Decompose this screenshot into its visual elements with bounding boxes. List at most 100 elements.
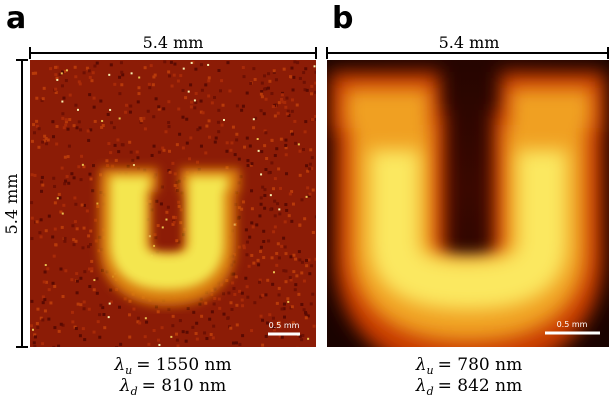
- noise: [173, 62, 177, 66]
- noise: [153, 73, 157, 77]
- noise: [152, 144, 156, 148]
- noise: [298, 258, 302, 262]
- noise: [101, 119, 104, 122]
- noise: [270, 161, 274, 165]
- noise: [306, 186, 310, 190]
- noise: [56, 78, 59, 81]
- noise: [245, 253, 249, 257]
- noise: [61, 294, 65, 298]
- noise: [35, 220, 39, 224]
- noise: [112, 126, 116, 130]
- noise: [261, 293, 265, 297]
- noise: [273, 214, 277, 218]
- noise: [282, 315, 286, 319]
- noise: [308, 162, 312, 166]
- noise: [221, 103, 225, 107]
- noise: [188, 157, 192, 161]
- noise: [189, 83, 193, 87]
- noise: [292, 253, 296, 257]
- noise: [175, 143, 179, 147]
- noise: [259, 92, 263, 96]
- noise: [265, 321, 269, 325]
- noise: [74, 327, 78, 331]
- noise: [64, 118, 68, 122]
- noise: [237, 157, 241, 161]
- noise: [109, 108, 112, 111]
- noise: [173, 172, 177, 176]
- noise: [296, 61, 300, 65]
- noise: [310, 167, 314, 171]
- noise: [310, 156, 314, 160]
- noise: [55, 142, 59, 146]
- noise: [302, 279, 306, 283]
- noise: [90, 79, 94, 83]
- noise: [45, 142, 49, 146]
- noise: [263, 87, 267, 91]
- noise: [294, 257, 298, 261]
- noise: [118, 92, 122, 96]
- noise: [81, 246, 85, 250]
- noise: [284, 269, 288, 273]
- noise: [276, 242, 280, 246]
- noise: [41, 183, 45, 187]
- noise: [305, 195, 308, 198]
- noise: [216, 120, 220, 124]
- noise: [235, 323, 239, 327]
- noise: [41, 301, 45, 305]
- noise: [153, 244, 156, 247]
- noise: [278, 325, 282, 329]
- noise: [137, 86, 141, 90]
- noise: [271, 282, 275, 286]
- noise: [285, 323, 289, 327]
- noise: [305, 88, 309, 92]
- noise: [199, 99, 203, 103]
- noise: [303, 130, 307, 134]
- noise: [44, 264, 47, 267]
- noise: [284, 153, 288, 157]
- noise: [270, 256, 274, 260]
- noise: [41, 97, 45, 101]
- noise: [144, 317, 147, 320]
- noise: [54, 87, 58, 91]
- noise: [302, 148, 306, 152]
- noise: [259, 196, 263, 200]
- noise: [143, 335, 147, 339]
- noise: [115, 288, 119, 292]
- noise: [71, 320, 75, 324]
- noise: [150, 153, 154, 157]
- noise: [254, 116, 258, 120]
- noise: [75, 279, 79, 283]
- noise: [267, 171, 271, 175]
- noise: [295, 346, 299, 347]
- noise: [252, 67, 256, 71]
- noise: [179, 208, 183, 212]
- noise: [72, 238, 76, 242]
- noise: [136, 316, 140, 320]
- noise: [40, 180, 44, 184]
- noise: [269, 194, 272, 197]
- noise: [233, 153, 237, 157]
- noise: [157, 338, 161, 342]
- noise: [201, 111, 205, 115]
- noise: [246, 295, 250, 299]
- noise: [248, 144, 252, 148]
- noise: [302, 80, 306, 84]
- noise: [305, 164, 309, 168]
- noise: [198, 302, 202, 306]
- noise: [284, 105, 288, 109]
- noise: [253, 301, 257, 305]
- noise: [286, 109, 290, 113]
- noise: [177, 179, 181, 183]
- noise: [73, 65, 77, 69]
- noise: [91, 71, 95, 75]
- noise: [88, 93, 92, 97]
- noise: [273, 199, 277, 203]
- noise: [90, 267, 94, 271]
- noise: [167, 121, 171, 125]
- noise: [75, 227, 79, 231]
- noise: [297, 250, 301, 254]
- noise: [282, 269, 286, 273]
- noise: [241, 334, 245, 338]
- noise: [247, 264, 251, 268]
- noise: [117, 150, 121, 154]
